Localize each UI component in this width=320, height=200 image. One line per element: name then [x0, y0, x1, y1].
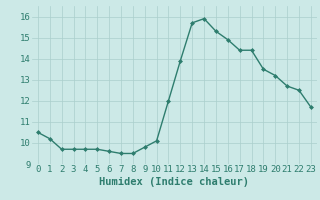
X-axis label: Humidex (Indice chaleur): Humidex (Indice chaleur): [100, 177, 249, 187]
